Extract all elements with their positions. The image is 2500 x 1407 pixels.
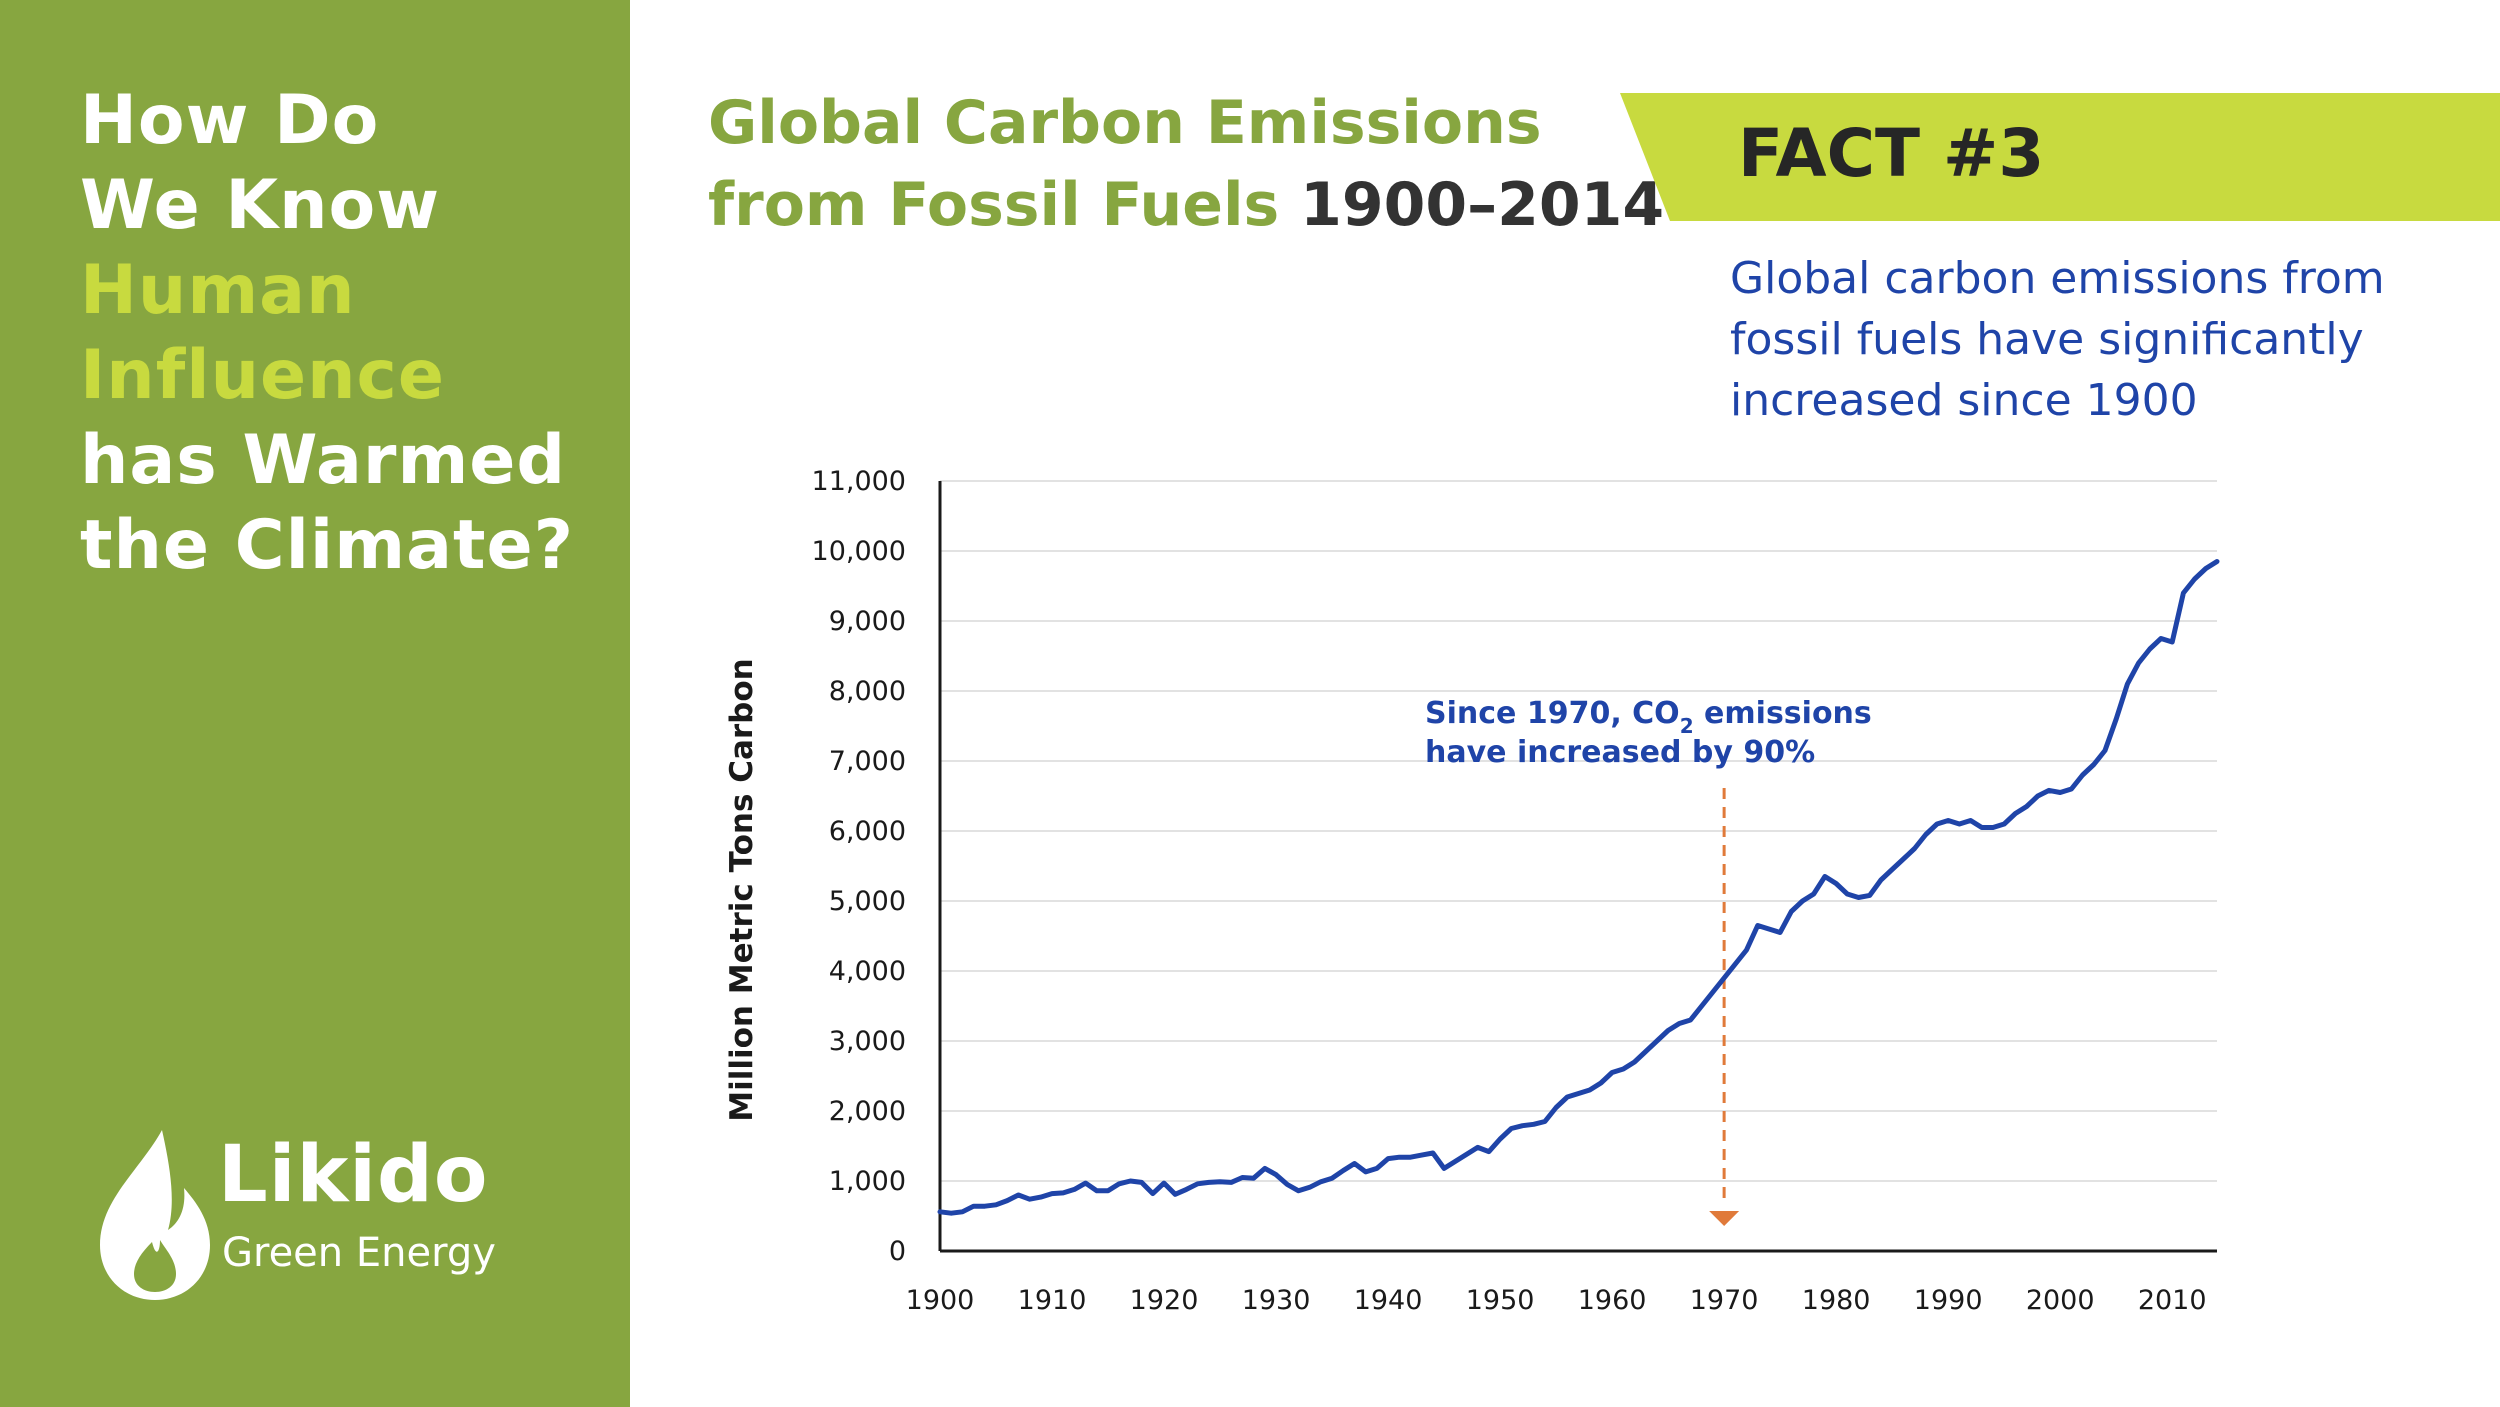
y-tick-label: 2,000 [829, 1096, 906, 1127]
sidebar-title: How Do We Know Human Influence has Warme… [80, 78, 574, 588]
series-line [937, 559, 2220, 1216]
x-tick-label: 2010 [2138, 1285, 2207, 1316]
sidebar-title-highlight: Influence [80, 336, 445, 415]
fact-banner: FACT #3 [1620, 93, 2500, 221]
annotation-line1: Since 1970, CO2 emissions [1425, 696, 1872, 738]
chart-title-line1: Global Carbon Emissions [708, 88, 1542, 158]
sidebar: How Do We Know Human Influence has Warme… [0, 0, 630, 1407]
y-tick-label: 0 [889, 1236, 906, 1267]
chart-title-years: 1900–2014 [1300, 170, 1665, 240]
y-tick-label: 1,000 [829, 1166, 906, 1197]
x-tick-label: 1980 [1802, 1285, 1871, 1316]
sidebar-title-line: the Climate? [80, 506, 575, 585]
likido-logo: Likido Green Energy [100, 1130, 520, 1310]
sidebar-title-highlight: Human [80, 251, 356, 330]
y-tick-label: 8,000 [829, 676, 906, 707]
y-tick-label: 6,000 [829, 816, 906, 847]
chart-title: Global Carbon Emissions from Fossil Fuel… [708, 82, 1664, 246]
fact-label: FACT #3 [1738, 115, 2045, 192]
chart-title-subject: from Fossil Fuels [708, 170, 1280, 240]
x-tick-label: 1920 [1130, 1285, 1199, 1316]
x-tick-label: 2000 [2026, 1285, 2095, 1316]
annotation-arrow-icon [1709, 1211, 1740, 1226]
x-tick-label: 1950 [1466, 1285, 1535, 1316]
x-tick-label: 1930 [1242, 1285, 1311, 1316]
sidebar-title-line: How Do [80, 81, 380, 160]
y-tick-label: 9,000 [829, 606, 906, 637]
y-tick-label: 7,000 [829, 746, 906, 777]
y-tick-label: 5,000 [829, 886, 906, 917]
y-axis-label: Million Metric Tons Carbon [724, 658, 760, 1121]
x-tick-label: 1940 [1354, 1285, 1423, 1316]
annotation-line2: have increased by 90% [1425, 735, 1815, 770]
y-tick-label: 4,000 [829, 956, 906, 987]
logo-tagline: Green Energy [222, 1230, 496, 1276]
y-tick-label: 3,000 [829, 1026, 906, 1057]
fact-description: Global carbon emissions from fossil fuel… [1730, 253, 2385, 426]
x-tick-label: 1970 [1690, 1285, 1759, 1316]
chart-title-line2: from Fossil Fuels 1900–2014 [708, 164, 1664, 246]
x-tick-label: 1900 [906, 1285, 975, 1316]
emissions-line-chart: 0 1,000 2,000 3,000 4,000 5,000 6,000 7,000 8,00… [724, 466, 2220, 1316]
fact-banner-shape [1620, 93, 2500, 221]
y-tick-label: 11,000 [812, 466, 906, 497]
flame-icon [100, 1130, 210, 1300]
logo-name: Likido [218, 1130, 489, 1220]
sidebar-title-line: We Know [80, 166, 441, 245]
sidebar-title-line: has Warmed [80, 421, 567, 500]
x-tick-label: 1990 [1914, 1285, 1983, 1316]
x-tick-label: 1910 [1018, 1285, 1087, 1316]
x-tick-label: 1960 [1578, 1285, 1647, 1316]
y-tick-label: 10,000 [812, 536, 906, 567]
